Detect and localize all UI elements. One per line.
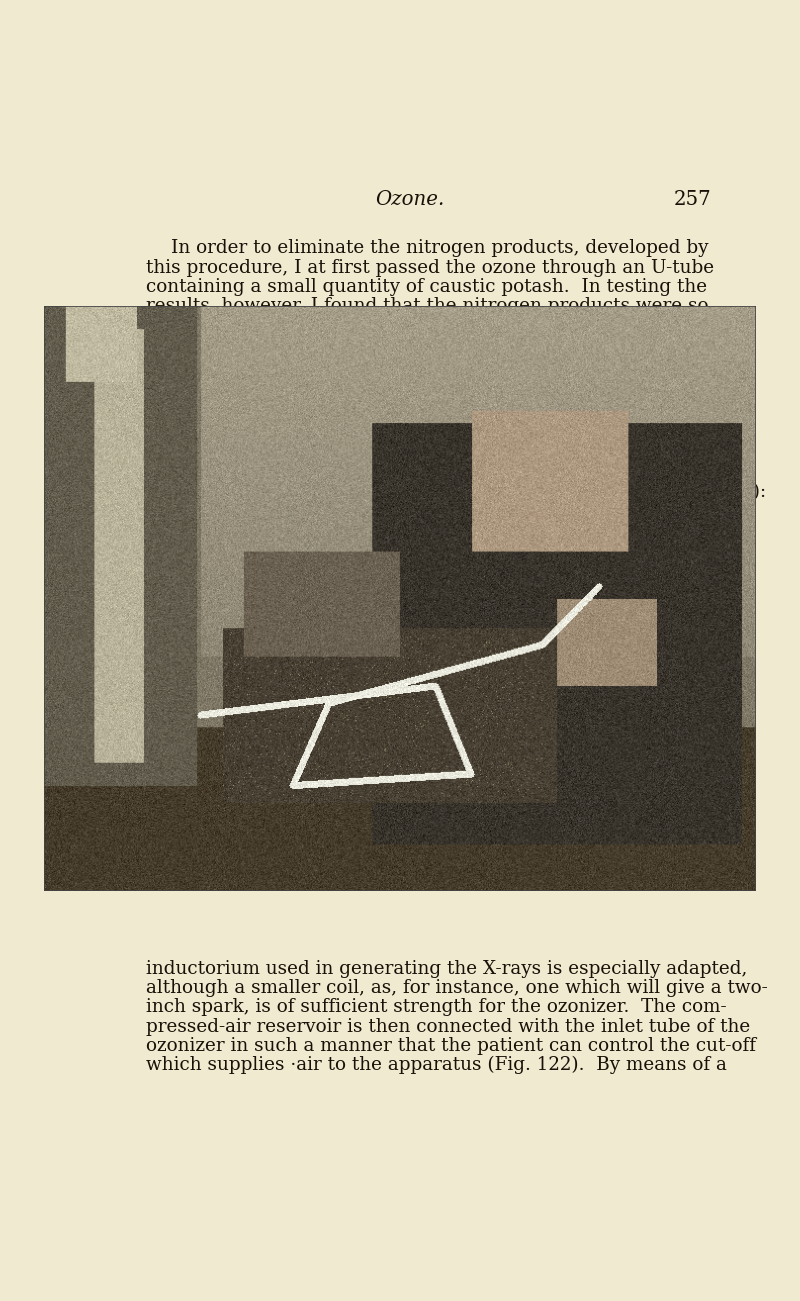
Text: infinitesimal in character that they could be neglected.  I there-: infinitesimal in character that they cou… bbox=[146, 316, 741, 334]
Text: 257: 257 bbox=[674, 190, 711, 209]
Text: inductorium used in generating the X-rays is especially adapted,: inductorium used in generating the X-ray… bbox=[146, 960, 748, 977]
Text: In applying ozone in the treatment of the nose, accessory: In applying ozone in the treatment of th… bbox=[171, 463, 707, 481]
Text: fore dispensed with the U-tube and alkali.: fore dispensed with the U-tube and alkal… bbox=[146, 336, 538, 354]
Text: although a smaller coil, as, for instance, one which will give a two-: although a smaller coil, as, for instanc… bbox=[146, 978, 768, 997]
Text: containing a small quantity of caustic potash.  In testing the: containing a small quantity of caustic p… bbox=[146, 278, 708, 295]
Text: this procedure, I at first passed the ozone through an U-tube: this procedure, I at first passed the oz… bbox=[146, 259, 714, 277]
Text: the ozonizer is connected with the induction coil, for which the: the ozonizer is connected with the induc… bbox=[146, 502, 735, 520]
Text: results, however, I found that the nitrogen products were so: results, however, I found that the nitro… bbox=[146, 297, 709, 315]
Text: inch spark, is of sufficient strength for the ozonizer.  The com-: inch spark, is of sufficient strength fo… bbox=[146, 998, 727, 1016]
Text: pressed-air reservoir is then connected with the inlet tube of the: pressed-air reservoir is then connected … bbox=[146, 1017, 750, 1036]
Text: sinuses or the ear, the apparatus is arranged as follows (Fig. 122):: sinuses or the ear, the apparatus is arr… bbox=[146, 483, 766, 501]
Bar bbox=[44, 306, 756, 891]
Text: In order to eliminate the nitrogen products, developed by: In order to eliminate the nitrogen produ… bbox=[171, 239, 709, 258]
Text: which supplies ·air to the apparatus (Fig. 122).  By means of a: which supplies ·air to the apparatus (Fi… bbox=[146, 1056, 727, 1075]
Text: ozonizer in such a manner that the patient can control the cut-off: ozonizer in such a manner that the patie… bbox=[146, 1037, 757, 1055]
Text: Fig. 122.   Apparatus for the Generation and Application of Ozone.: Fig. 122. Apparatus for the Generation a… bbox=[150, 850, 670, 866]
Text: Ozone.: Ozone. bbox=[375, 190, 445, 209]
